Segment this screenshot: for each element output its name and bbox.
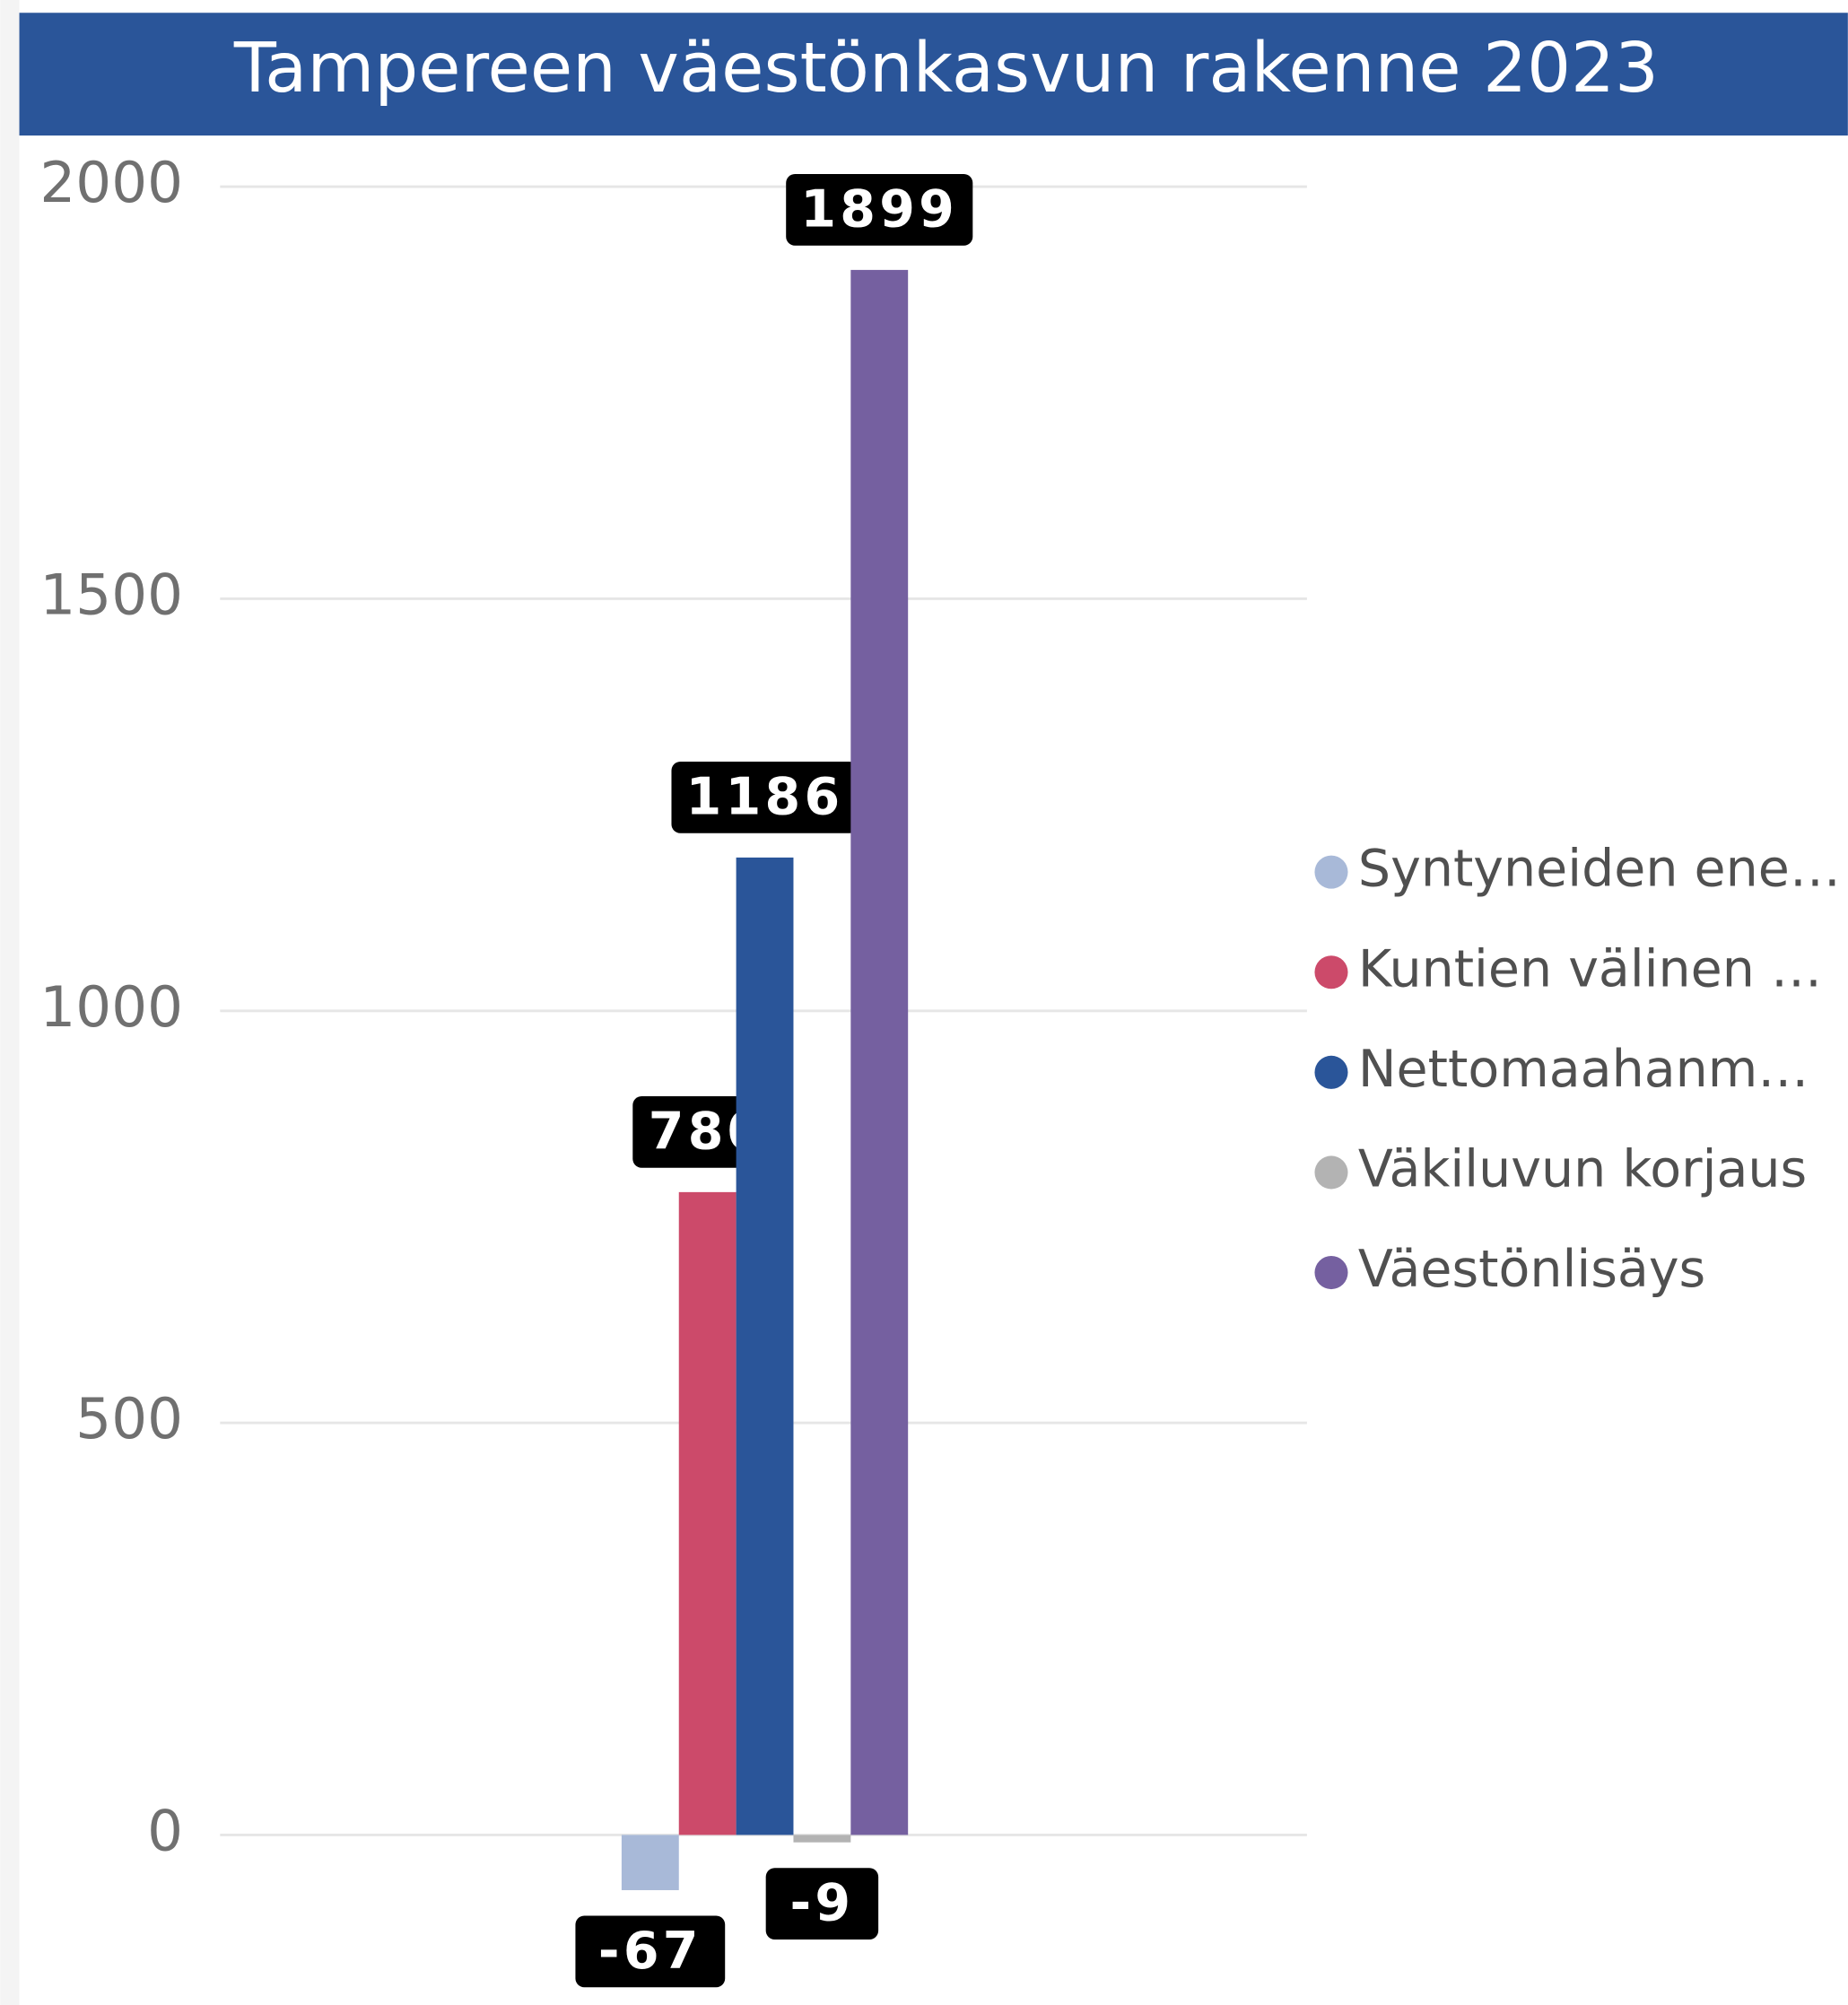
legend-label: Väkiluvun korjaus: [1358, 1140, 1807, 1199]
data-label: -9: [789, 1874, 854, 1933]
left-edge: [0, 0, 20, 2005]
y-tick-label: 2000: [39, 150, 183, 215]
y-tick-label: 0: [147, 1799, 183, 1864]
chart-title: Tampereen väestönkasvun rakenne 2023: [233, 29, 1659, 109]
legend-label: Nettomaahanm…: [1358, 1040, 1809, 1099]
y-tick-label: 1500: [39, 562, 183, 628]
bar: [678, 1191, 737, 1835]
y-tick-label: 1000: [39, 974, 183, 1040]
legend-marker: [1314, 855, 1348, 889]
legend-marker: [1314, 955, 1348, 989]
data-label-box: [671, 761, 859, 833]
y-tick-label: 500: [75, 1386, 183, 1451]
bar: [850, 269, 909, 1835]
bar: [621, 1835, 679, 1890]
bar: [736, 857, 794, 1835]
legend-marker: [1314, 1055, 1348, 1089]
legend-label: Väestönlisäys: [1358, 1240, 1705, 1299]
data-label-box: [786, 173, 973, 246]
data-label: 1186: [686, 767, 844, 826]
legend-label: Syntyneiden ene…: [1358, 840, 1841, 899]
legend-marker: [1314, 1256, 1348, 1290]
legend-marker: [1314, 1155, 1348, 1190]
data-label-box: [575, 1915, 726, 1988]
data-label: 1899: [800, 179, 958, 239]
data-label: -67: [598, 1922, 702, 1981]
legend-label: Kuntien välinen …: [1358, 939, 1822, 998]
bar: [793, 1835, 851, 1843]
title-bar: [19, 13, 1848, 136]
data-label-box: [765, 1868, 879, 1940]
